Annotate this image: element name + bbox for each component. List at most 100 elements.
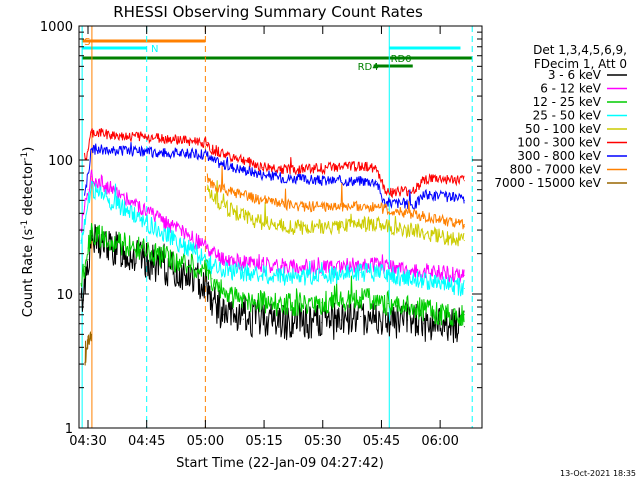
- data-point-3-6-kev-16: [407, 319, 409, 321]
- y-axis-ticks: 1 10 100 1000: [40, 20, 482, 437]
- data-point-800-7000-kev-5: [281, 203, 283, 205]
- data-point-25-50-kev-11: [321, 274, 323, 276]
- data-point-6-12-kev-14: [375, 264, 377, 266]
- data-point-12-25-kev-12: [340, 299, 342, 301]
- data-point-800-7000-kev-6: [301, 205, 303, 207]
- data-point-12-25-kev-3: [91, 233, 93, 235]
- data-point-12-25-kev-6: [223, 293, 225, 295]
- data-point-300-800-kev-3: [206, 153, 208, 155]
- series-100-300-kev: [84, 128, 465, 199]
- data-point-6-12-kev-6: [223, 259, 225, 261]
- legend-label-25-50-kev: 25 - 50 keV: [533, 109, 602, 123]
- data-point-100-300-kev-21: [463, 180, 465, 182]
- data-point-6-12-kev-7: [242, 262, 244, 264]
- data-point-25-50-kev-0: [80, 240, 82, 242]
- data-point-50-100-kev-9: [360, 224, 362, 226]
- data-point-3-6-kev-6: [223, 314, 225, 316]
- data-point-25-50-kev-2: [87, 199, 89, 201]
- data-point-300-800-kev-14: [383, 202, 385, 204]
- flag-bars: S N RD0 RD4: [82, 37, 473, 73]
- data-point-25-50-kev-4: [206, 259, 208, 261]
- y-axis-label-mid: detector: [21, 160, 36, 220]
- series-6-12-kev: [80, 169, 465, 284]
- data-point-3-6-kev-12: [340, 319, 342, 321]
- data-point-100-300-kev-18: [422, 178, 424, 180]
- data-point-300-800-kev-9: [301, 178, 303, 180]
- series-25-50-kev: [80, 180, 465, 297]
- data-point-800-7000-kev-10: [375, 207, 377, 209]
- data-point-6-12-kev-5: [211, 253, 213, 255]
- legend-label-50-100-kev: 50 - 100 keV: [525, 122, 602, 136]
- timestamp: 13-Oct-2021 18:35: [560, 469, 636, 478]
- data-point-100-300-kev-11: [340, 166, 342, 168]
- data-point-800-7000-kev-11: [387, 208, 389, 210]
- data-point-6-12-kev-1: [83, 205, 85, 207]
- data-point-3-6-kev-9: [281, 321, 283, 323]
- x-axis-ticks: 04:30 04:45 05:00 05:15 05:30 05:45 06:00: [69, 26, 459, 449]
- legend-label-3-6-kev: 3 - 6 keV: [548, 68, 602, 82]
- data-point-12-25-kev-18: [438, 312, 440, 314]
- data-point-300-800-kev-13: [375, 181, 377, 183]
- data-point-50-100-kev-4: [262, 222, 264, 224]
- data-point-100-300-kev-15: [391, 191, 393, 193]
- data-point-6-12-kev-15: [387, 266, 389, 268]
- x-tick-label-05-00: 05:00: [187, 434, 224, 449]
- legend-label-800-7000-kev: 800 - 7000 keV: [510, 163, 602, 177]
- data-point-100-300-kev-14: [383, 189, 385, 191]
- data-point-3-6-kev-2: [87, 259, 89, 261]
- data-point-6-12-kev-10: [301, 266, 303, 268]
- series-lines: [80, 128, 465, 366]
- data-point-3-6-kev-15: [387, 321, 389, 323]
- data-point-800-7000-kev-1: [211, 184, 213, 186]
- data-point-100-300-kev-13: [375, 166, 377, 168]
- flag-label-rd0: RD0: [391, 54, 412, 65]
- data-point-50-100-kev-13: [422, 231, 424, 233]
- data-point-300-800-kev-21: [463, 199, 465, 201]
- legend-label-300-800-kev: 300 - 800 keV: [517, 149, 601, 163]
- data-point-6-12-kev-20: [463, 274, 465, 276]
- data-point-50-100-kev-2: [223, 205, 225, 207]
- data-point-300-800-kev-16: [407, 203, 409, 205]
- data-point-3-6-kev-20: [463, 326, 465, 328]
- series-3-6-kev: [80, 224, 465, 343]
- data-point-25-50-kev-8: [262, 273, 264, 275]
- legend-header-line1: Det 1,3,4,5,6,9,: [533, 43, 627, 57]
- data-point-6-12-kev-19: [454, 273, 456, 275]
- data-point-800-7000-kev-3: [242, 194, 244, 196]
- data-point-6-12-kev-9: [281, 265, 283, 267]
- data-point-100-300-kev-4: [211, 148, 213, 150]
- data-point-12-25-kev-8: [262, 300, 264, 302]
- data-point-12-25-kev-20: [463, 314, 465, 316]
- data-point-800-7000-kev-4: [262, 199, 264, 201]
- x-tick-label-05-30: 05:30: [304, 434, 341, 449]
- data-point-50-100-kev-7: [321, 225, 323, 227]
- y-tick-label-10: 10: [56, 288, 73, 303]
- data-point-25-50-kev-19: [454, 285, 456, 287]
- data-point-3-6-kev-8: [262, 316, 264, 318]
- y-axis-label-sup2: -1: [20, 152, 30, 161]
- data-point-100-300-kev-8: [281, 168, 283, 170]
- data-point-50-100-kev-16: [463, 240, 465, 242]
- data-point-300-800-kev-7: [262, 173, 264, 175]
- data-point-800-7000-kev-8: [340, 205, 342, 207]
- data-point-300-800-kev-11: [340, 180, 342, 182]
- x-axis-label: Start Time (22-Jan-09 04:27:42): [176, 456, 384, 471]
- data-point-25-50-kev-10: [301, 276, 303, 278]
- data-point-12-25-kev-16: [407, 306, 409, 308]
- series-12-25-kev: [80, 223, 465, 327]
- data-point-6-12-kev-2: [87, 189, 89, 191]
- data-point-25-50-kev-3: [91, 189, 93, 191]
- data-point-6-12-kev-17: [422, 270, 424, 272]
- data-point-300-800-kev-1: [87, 172, 89, 174]
- data-point-300-800-kev-0: [83, 199, 85, 201]
- data-point-12-25-kev-5: [211, 278, 213, 280]
- data-point-800-7000-kev-13: [422, 215, 424, 217]
- data-point-25-50-kev-14: [375, 271, 377, 273]
- data-point-3-6-kev-4: [206, 282, 208, 284]
- data-point-12-25-kev-0: [80, 282, 82, 284]
- data-point-800-7000-kev-16: [463, 224, 465, 226]
- data-point-6-12-kev-3: [91, 176, 93, 178]
- flag-label-n: N: [151, 44, 158, 55]
